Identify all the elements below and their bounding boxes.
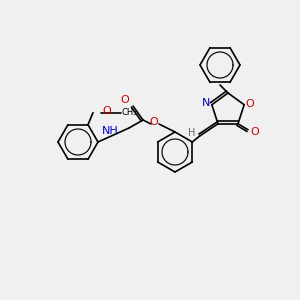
Text: O: O bbox=[103, 106, 111, 116]
Text: NH: NH bbox=[102, 126, 119, 136]
Text: O: O bbox=[150, 117, 158, 127]
Text: O: O bbox=[121, 95, 129, 105]
Text: O: O bbox=[250, 127, 260, 137]
Text: N: N bbox=[202, 98, 210, 108]
Text: H: H bbox=[188, 128, 196, 138]
Text: CH₃: CH₃ bbox=[121, 108, 137, 117]
Text: O: O bbox=[246, 99, 254, 109]
